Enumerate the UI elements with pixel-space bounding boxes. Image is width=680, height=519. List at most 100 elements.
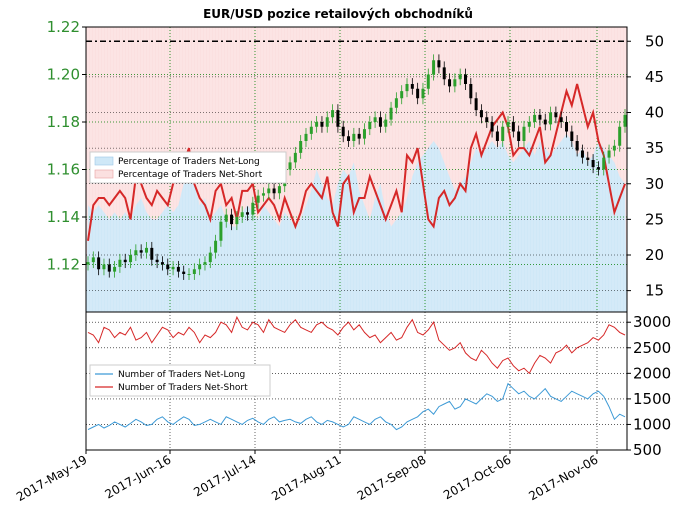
candle-body	[261, 193, 265, 196]
percentage-axis: 15 20 25 30 35 40 45 50	[627, 32, 664, 300]
candle-body	[144, 247, 148, 253]
net-short-count-series	[87, 315, 626, 375]
candle-body	[214, 240, 218, 253]
chart-title: EUR/USD pozice retailových obchodníků	[203, 7, 473, 21]
candle-body	[320, 122, 324, 127]
candle-body	[554, 112, 558, 118]
legend-net-short-pct: Percentage of Traders Net-Short	[118, 170, 263, 180]
percent-tick-label: 40	[645, 104, 664, 122]
candle-body	[570, 131, 574, 141]
candle-body	[256, 195, 260, 203]
candle-body	[246, 212, 250, 215]
candle-body	[421, 88, 425, 99]
candle-body	[474, 98, 478, 111]
legend-box	[89, 151, 287, 184]
date-tick-label: 2017-May-19	[14, 452, 89, 504]
candle-body	[612, 145, 616, 151]
candle-body	[586, 157, 590, 160]
price-tick-label: 1.22	[47, 18, 80, 36]
candle-body	[251, 202, 255, 215]
candle-body	[272, 188, 276, 194]
candle-body	[623, 114, 627, 127]
candle-body	[299, 141, 303, 153]
candle-body	[235, 217, 239, 225]
candle-body	[155, 259, 159, 263]
candle-body	[304, 133, 308, 141]
candle-body	[618, 126, 622, 146]
candle-body	[277, 186, 281, 194]
price-tick-label: 1.16	[47, 161, 80, 179]
candle-body	[432, 60, 436, 75]
legend-net-long-count: Number of Traders Net-Long	[118, 370, 245, 380]
candle-body	[123, 259, 127, 263]
percent-tick-label: 20	[645, 246, 664, 264]
candle-body	[538, 114, 542, 120]
candle-body	[267, 188, 271, 194]
trader-count-lines	[87, 315, 626, 431]
candle-body	[384, 119, 388, 127]
percent-tick-label: 45	[645, 68, 664, 86]
price-tick-label: 1.14	[47, 208, 80, 226]
candle-body	[240, 212, 244, 217]
count-tick-label: 1000	[633, 415, 671, 433]
candle-body	[357, 133, 361, 139]
candle-body	[347, 136, 351, 141]
candle-body	[394, 98, 398, 108]
candle-body	[533, 114, 537, 122]
price-candlesticks	[86, 54, 627, 280]
price-tick-label: 1.18	[47, 113, 80, 131]
candle-body	[208, 252, 212, 263]
net-long-swatch	[94, 156, 114, 166]
candle-body	[463, 74, 467, 84]
candle-body	[400, 91, 404, 99]
candle-body	[293, 152, 297, 163]
count-tick-label: 3000	[633, 313, 671, 331]
candle-body	[288, 162, 292, 170]
legend-box	[89, 364, 271, 397]
date-tick-label: 2017-Sep-08	[355, 452, 429, 503]
net-long-area	[86, 133, 627, 312]
net-long-count-series	[87, 382, 626, 431]
price-tick-label: 1.20	[47, 66, 80, 84]
traders-count-panel: 500 1000 1500 2000 2500 3000 Number of Trader…	[85, 311, 671, 459]
candle-body	[129, 255, 133, 263]
candle-body	[368, 122, 372, 130]
candle-body	[182, 271, 186, 274]
candle-body	[86, 262, 90, 265]
candle-body	[97, 257, 101, 270]
candle-body	[171, 266, 175, 270]
candle-body	[309, 126, 313, 134]
count-panel-legend: Number of Traders Net-Long Number of Tra…	[89, 364, 271, 397]
candle-body	[602, 157, 606, 170]
candle-body	[336, 110, 340, 127]
candle-body	[580, 150, 584, 158]
candle-body	[490, 122, 494, 132]
candle-body	[448, 79, 452, 87]
percent-tick-label: 15	[645, 282, 664, 300]
candle-body	[591, 160, 595, 168]
candle-body	[405, 84, 409, 92]
candle-body	[150, 247, 154, 260]
price-axis: 1.12 1.14 1.16 1.18 1.20 1.22	[47, 18, 86, 274]
candle-body	[565, 122, 569, 132]
candle-body	[458, 74, 462, 80]
candle-body	[543, 119, 547, 125]
price-tick-label: 1.12	[47, 256, 80, 274]
price-panel: 1.12 1.14 1.16 1.18 1.20 1.22 15 20 25 30 35 40 45 5…	[47, 18, 664, 313]
candle-body	[437, 60, 441, 68]
candle-body	[517, 131, 521, 141]
candle-body	[91, 257, 95, 263]
net-short-swatch	[94, 169, 114, 179]
candle-body	[485, 117, 489, 122]
candle-body	[522, 126, 526, 141]
legend-net-long-pct: Percentage of Traders Net-Long	[118, 157, 260, 167]
candle-body	[607, 150, 611, 158]
candle-body	[107, 264, 111, 272]
count-axis: 500 1000 1500 2000 2500 3000	[627, 313, 671, 459]
date-tick-label: 2017-Jul-14	[191, 452, 258, 499]
candle-body	[511, 122, 515, 132]
candle-body	[426, 74, 430, 89]
percent-tick-label: 50	[645, 32, 664, 50]
candle-body	[506, 122, 510, 127]
